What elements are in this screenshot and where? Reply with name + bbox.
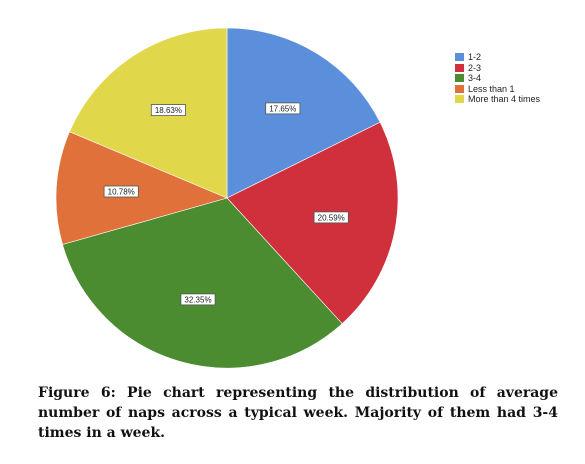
legend-swatch bbox=[455, 84, 464, 93]
legend-label: Less than 1 bbox=[468, 83, 515, 94]
chart-legend: 1-2 2-3 3-4 Less than 1 More than 4 times bbox=[455, 52, 540, 105]
legend-label: 1-2 bbox=[468, 52, 482, 63]
legend-item-less-than-1: Less than 1 bbox=[455, 84, 540, 95]
legend-label: 2-3 bbox=[468, 62, 482, 73]
pie-label-more-than-4-times: 18.63% bbox=[150, 104, 186, 116]
pie-slices bbox=[55, 27, 399, 369]
legend-swatch bbox=[455, 53, 464, 62]
pie-label-box bbox=[265, 102, 301, 115]
pie-label-text: 10.78% bbox=[108, 188, 135, 197]
legend-item-2-3: 2-3 bbox=[455, 63, 540, 74]
pie-slice-1-2 bbox=[226, 27, 381, 199]
pie-label-less-than-1: 10.78% bbox=[103, 185, 139, 198]
pie-slice-more-than-4-times bbox=[69, 27, 228, 199]
pie-chart-svg: 17.65% 20.59% 32.35% 10.78% 18.63% bbox=[55, 27, 399, 369]
pie-chart: 17.65% 20.59% 32.35% 10.78% 18.63% 1-2 2-3 3-4… bbox=[55, 27, 540, 369]
legend-item-more-than-4-times: More than 4 times bbox=[455, 94, 540, 105]
pie-slice-labels: 17.65% 20.59% 32.35% 10.78% 18.63% bbox=[103, 102, 349, 306]
pie-label-text: 17.65% bbox=[269, 104, 296, 113]
pie-label-box bbox=[150, 104, 186, 116]
pie-label-3-4: 32.35% bbox=[180, 293, 216, 306]
pie-slice-3-4 bbox=[62, 197, 343, 369]
pie-label-box bbox=[103, 185, 139, 198]
pie-slice-2-3 bbox=[226, 121, 399, 325]
legend-label: 3-4 bbox=[468, 73, 482, 84]
pie-label-text: 20.59% bbox=[318, 213, 345, 222]
legend-swatch bbox=[455, 74, 464, 83]
legend-item-3-4: 3-4 bbox=[455, 73, 540, 84]
pie-label-text: 32.35% bbox=[184, 295, 211, 304]
pie-label-box bbox=[180, 293, 216, 306]
legend-swatch bbox=[455, 63, 464, 72]
pie-label-2-3: 20.59% bbox=[313, 211, 349, 224]
figure-caption: Figure 6: Pie chart representing the dis… bbox=[38, 385, 558, 441]
pie-label-box bbox=[313, 211, 349, 224]
legend-swatch bbox=[455, 95, 464, 104]
pie-label-1-2: 17.65% bbox=[265, 102, 301, 115]
pie-label-text: 18.63% bbox=[155, 106, 182, 115]
legend-label: More than 4 times bbox=[468, 94, 541, 105]
legend-item-1-2: 1-2 bbox=[455, 52, 540, 63]
pie-slice-less-than-1 bbox=[55, 131, 228, 245]
